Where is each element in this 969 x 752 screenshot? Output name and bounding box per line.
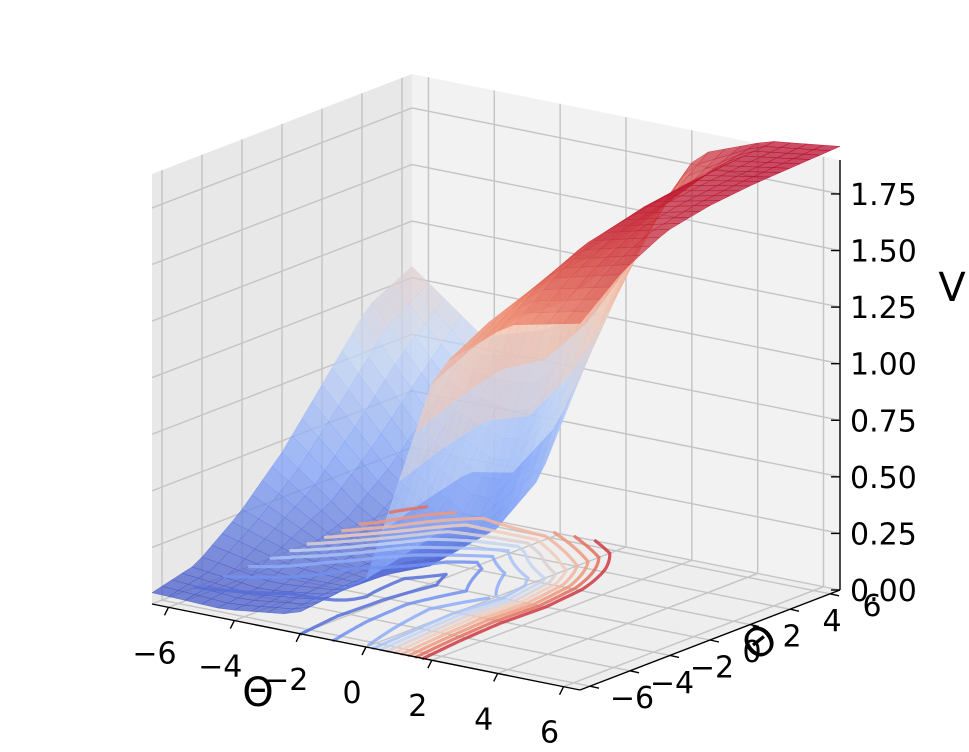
contour-line xyxy=(323,523,568,655)
contour-lines xyxy=(193,505,612,661)
contour-line xyxy=(193,572,448,636)
y-tick-mark xyxy=(709,639,720,643)
x-axis-label: Θ xyxy=(242,670,273,716)
y-tick-mark xyxy=(669,654,680,659)
x-tick-mark xyxy=(295,633,301,643)
z-tick-label: 0.75 xyxy=(850,404,917,439)
z-tick-label: 1.75 xyxy=(850,178,917,213)
grid-line-y-floor xyxy=(161,599,591,687)
y-tick-mark xyxy=(749,623,760,628)
grid-line-z-back xyxy=(411,276,841,365)
grid-line-z-left xyxy=(151,163,413,266)
contour-line xyxy=(358,511,590,658)
x-tick-mark xyxy=(163,606,170,616)
axis-lines xyxy=(151,160,841,696)
y-tick-label: −2 xyxy=(690,650,734,685)
x-tick-label: −2 xyxy=(264,663,308,698)
y-tick-mark xyxy=(629,670,640,674)
x-tick-mark xyxy=(229,620,235,629)
grid-line-z-left xyxy=(151,220,413,322)
y-tick-label: 4 xyxy=(822,604,841,639)
contour-line xyxy=(341,516,579,656)
x-tick-mark xyxy=(558,686,565,696)
contour-line xyxy=(222,560,484,643)
surface-mesh xyxy=(151,141,841,614)
y-tick-label: 6 xyxy=(862,589,881,624)
z-tick-label: 0.25 xyxy=(850,517,917,552)
contour-line xyxy=(247,553,507,647)
contour-line xyxy=(269,545,530,650)
x-tick-label: −6 xyxy=(132,636,176,671)
surface-facet xyxy=(563,310,591,324)
y-tick-mark xyxy=(789,608,800,612)
y-tick-mark xyxy=(829,593,840,597)
x-tick-label: 2 xyxy=(408,689,427,724)
z-tick-label: 1.50 xyxy=(850,235,917,270)
x-tick-label: 4 xyxy=(474,703,493,738)
grid-line-z-back xyxy=(411,107,841,195)
y-tick-label: 2 xyxy=(782,620,801,655)
x-tick-mark xyxy=(361,646,367,656)
y-tick-label: −6 xyxy=(610,681,654,716)
grid-line-z-back xyxy=(411,163,841,252)
contour-line xyxy=(388,505,601,659)
z-tick-label: 0.00 xyxy=(850,574,917,609)
x-tick-label: −4 xyxy=(198,650,242,685)
x-tick-label: 6 xyxy=(540,716,559,751)
y-tick-mark xyxy=(589,685,600,689)
x-tick-label: 0 xyxy=(342,676,361,711)
contour-line xyxy=(306,530,558,653)
z-tick-label: 1.25 xyxy=(850,291,917,326)
tick-labels: −6 −4 −2 0 2 4 6−6−4−2 0 2 4 60.000.250.500.751.00… xyxy=(132,178,916,751)
x-tick-mark xyxy=(427,659,433,669)
grid-line-z-left xyxy=(151,277,413,379)
z-tick-label: 0.50 xyxy=(850,461,917,496)
contour-line xyxy=(421,539,612,661)
contour-line xyxy=(289,537,547,652)
z-axis-label: V xyxy=(938,265,966,311)
grid-line-z-left xyxy=(151,107,413,209)
z-tick-label: 1.00 xyxy=(850,348,917,383)
x-tick-mark xyxy=(493,673,499,682)
y-tick-label: 0 xyxy=(742,635,761,670)
y-tick-label: −4 xyxy=(650,666,694,701)
